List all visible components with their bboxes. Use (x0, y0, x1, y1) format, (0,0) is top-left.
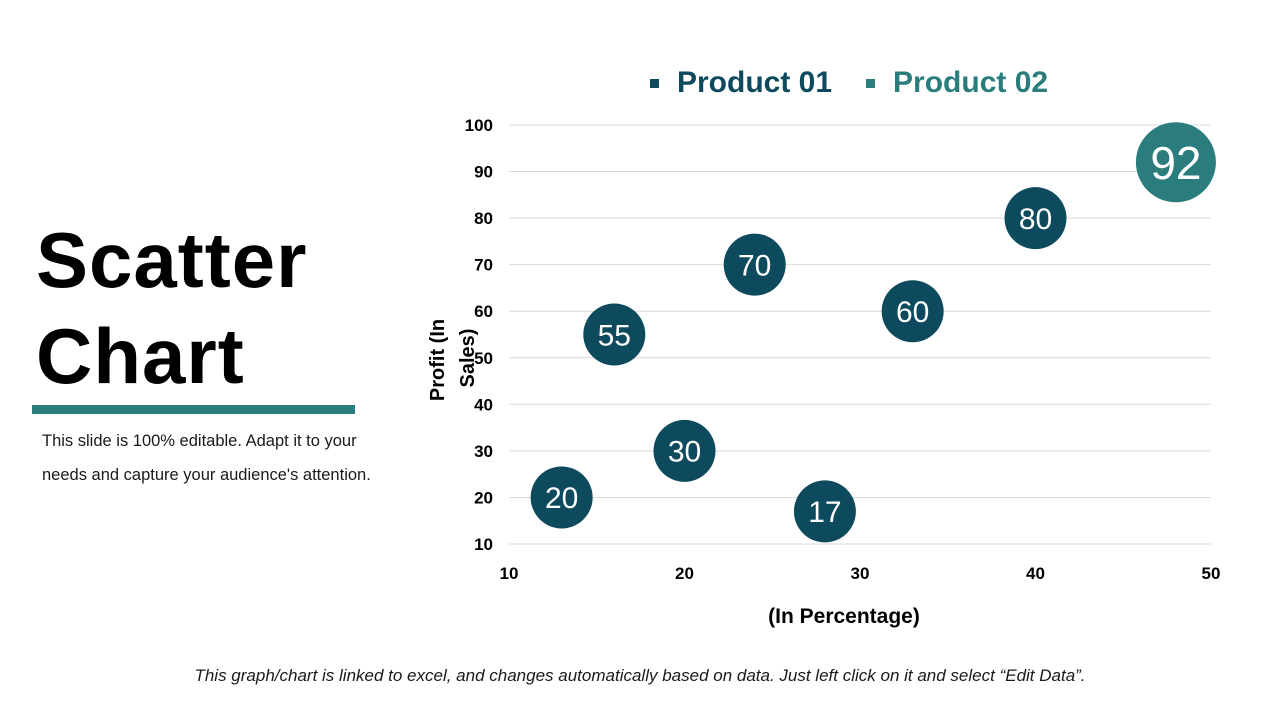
y-tick-label: 30 (474, 442, 493, 461)
legend-swatch-product-01 (650, 78, 659, 88)
y-tick-label: 100 (465, 116, 493, 135)
y-axis-title-line-2: Sales) (457, 329, 479, 388)
x-tick-label: 20 (675, 564, 694, 583)
y-tick-label: 20 (474, 488, 493, 507)
data-point-label: 92 (1150, 137, 1201, 189)
chart-legend: Product 01 Product 02 (650, 66, 1048, 100)
slide-description: This slide is 100% editable. Adapt it to… (42, 432, 371, 484)
data-point-label: 80 (1019, 203, 1052, 236)
legend-item-product-02: Product 02 (866, 66, 1048, 100)
x-axis-title: (In Percentage) (768, 605, 920, 628)
title-accent-bar (32, 405, 355, 414)
x-tick-label: 40 (1026, 564, 1045, 583)
data-point-label: 55 (598, 319, 631, 352)
data-point-label: 20 (545, 482, 578, 515)
x-tick-label: 30 (851, 564, 870, 583)
data-point (530, 466, 593, 529)
legend-item-product-01: Product 01 (650, 66, 832, 100)
legend-label-product-02: Product 02 (893, 66, 1049, 99)
data-point-label: 17 (808, 496, 841, 529)
y-tick-label: 40 (474, 395, 493, 414)
y-tick-label: 10 (474, 535, 493, 554)
legend-swatch-product-02 (866, 78, 876, 88)
slide-title-line-1: Scatter (36, 216, 308, 304)
x-tick-label: 10 (500, 564, 519, 583)
y-tick-label: 50 (474, 349, 493, 368)
data-point-label: 30 (668, 436, 701, 469)
data-point (1004, 187, 1067, 250)
y-axis-title-line-1: Profit (In (427, 319, 449, 401)
data-point (583, 303, 646, 366)
y-tick-label: 80 (474, 209, 493, 228)
y-tick-label: 90 (474, 163, 493, 182)
legend-label-product-01: Product 01 (677, 66, 833, 99)
data-point (793, 480, 856, 543)
slide-title-line-2: Chart (36, 312, 245, 400)
data-point (653, 419, 716, 482)
data-point (723, 233, 786, 296)
data-point (881, 280, 944, 343)
chart-footnote: This graph/chart is linked to excel, and… (194, 666, 1086, 685)
y-tick-label: 60 (474, 302, 493, 321)
y-tick-label: 70 (474, 256, 493, 275)
x-tick-label: 50 (1202, 564, 1221, 583)
data-point-label: 70 (738, 249, 771, 282)
slide-title: Scatter Chart (36, 212, 307, 404)
data-point (1135, 122, 1216, 203)
data-point-label: 60 (896, 296, 929, 329)
